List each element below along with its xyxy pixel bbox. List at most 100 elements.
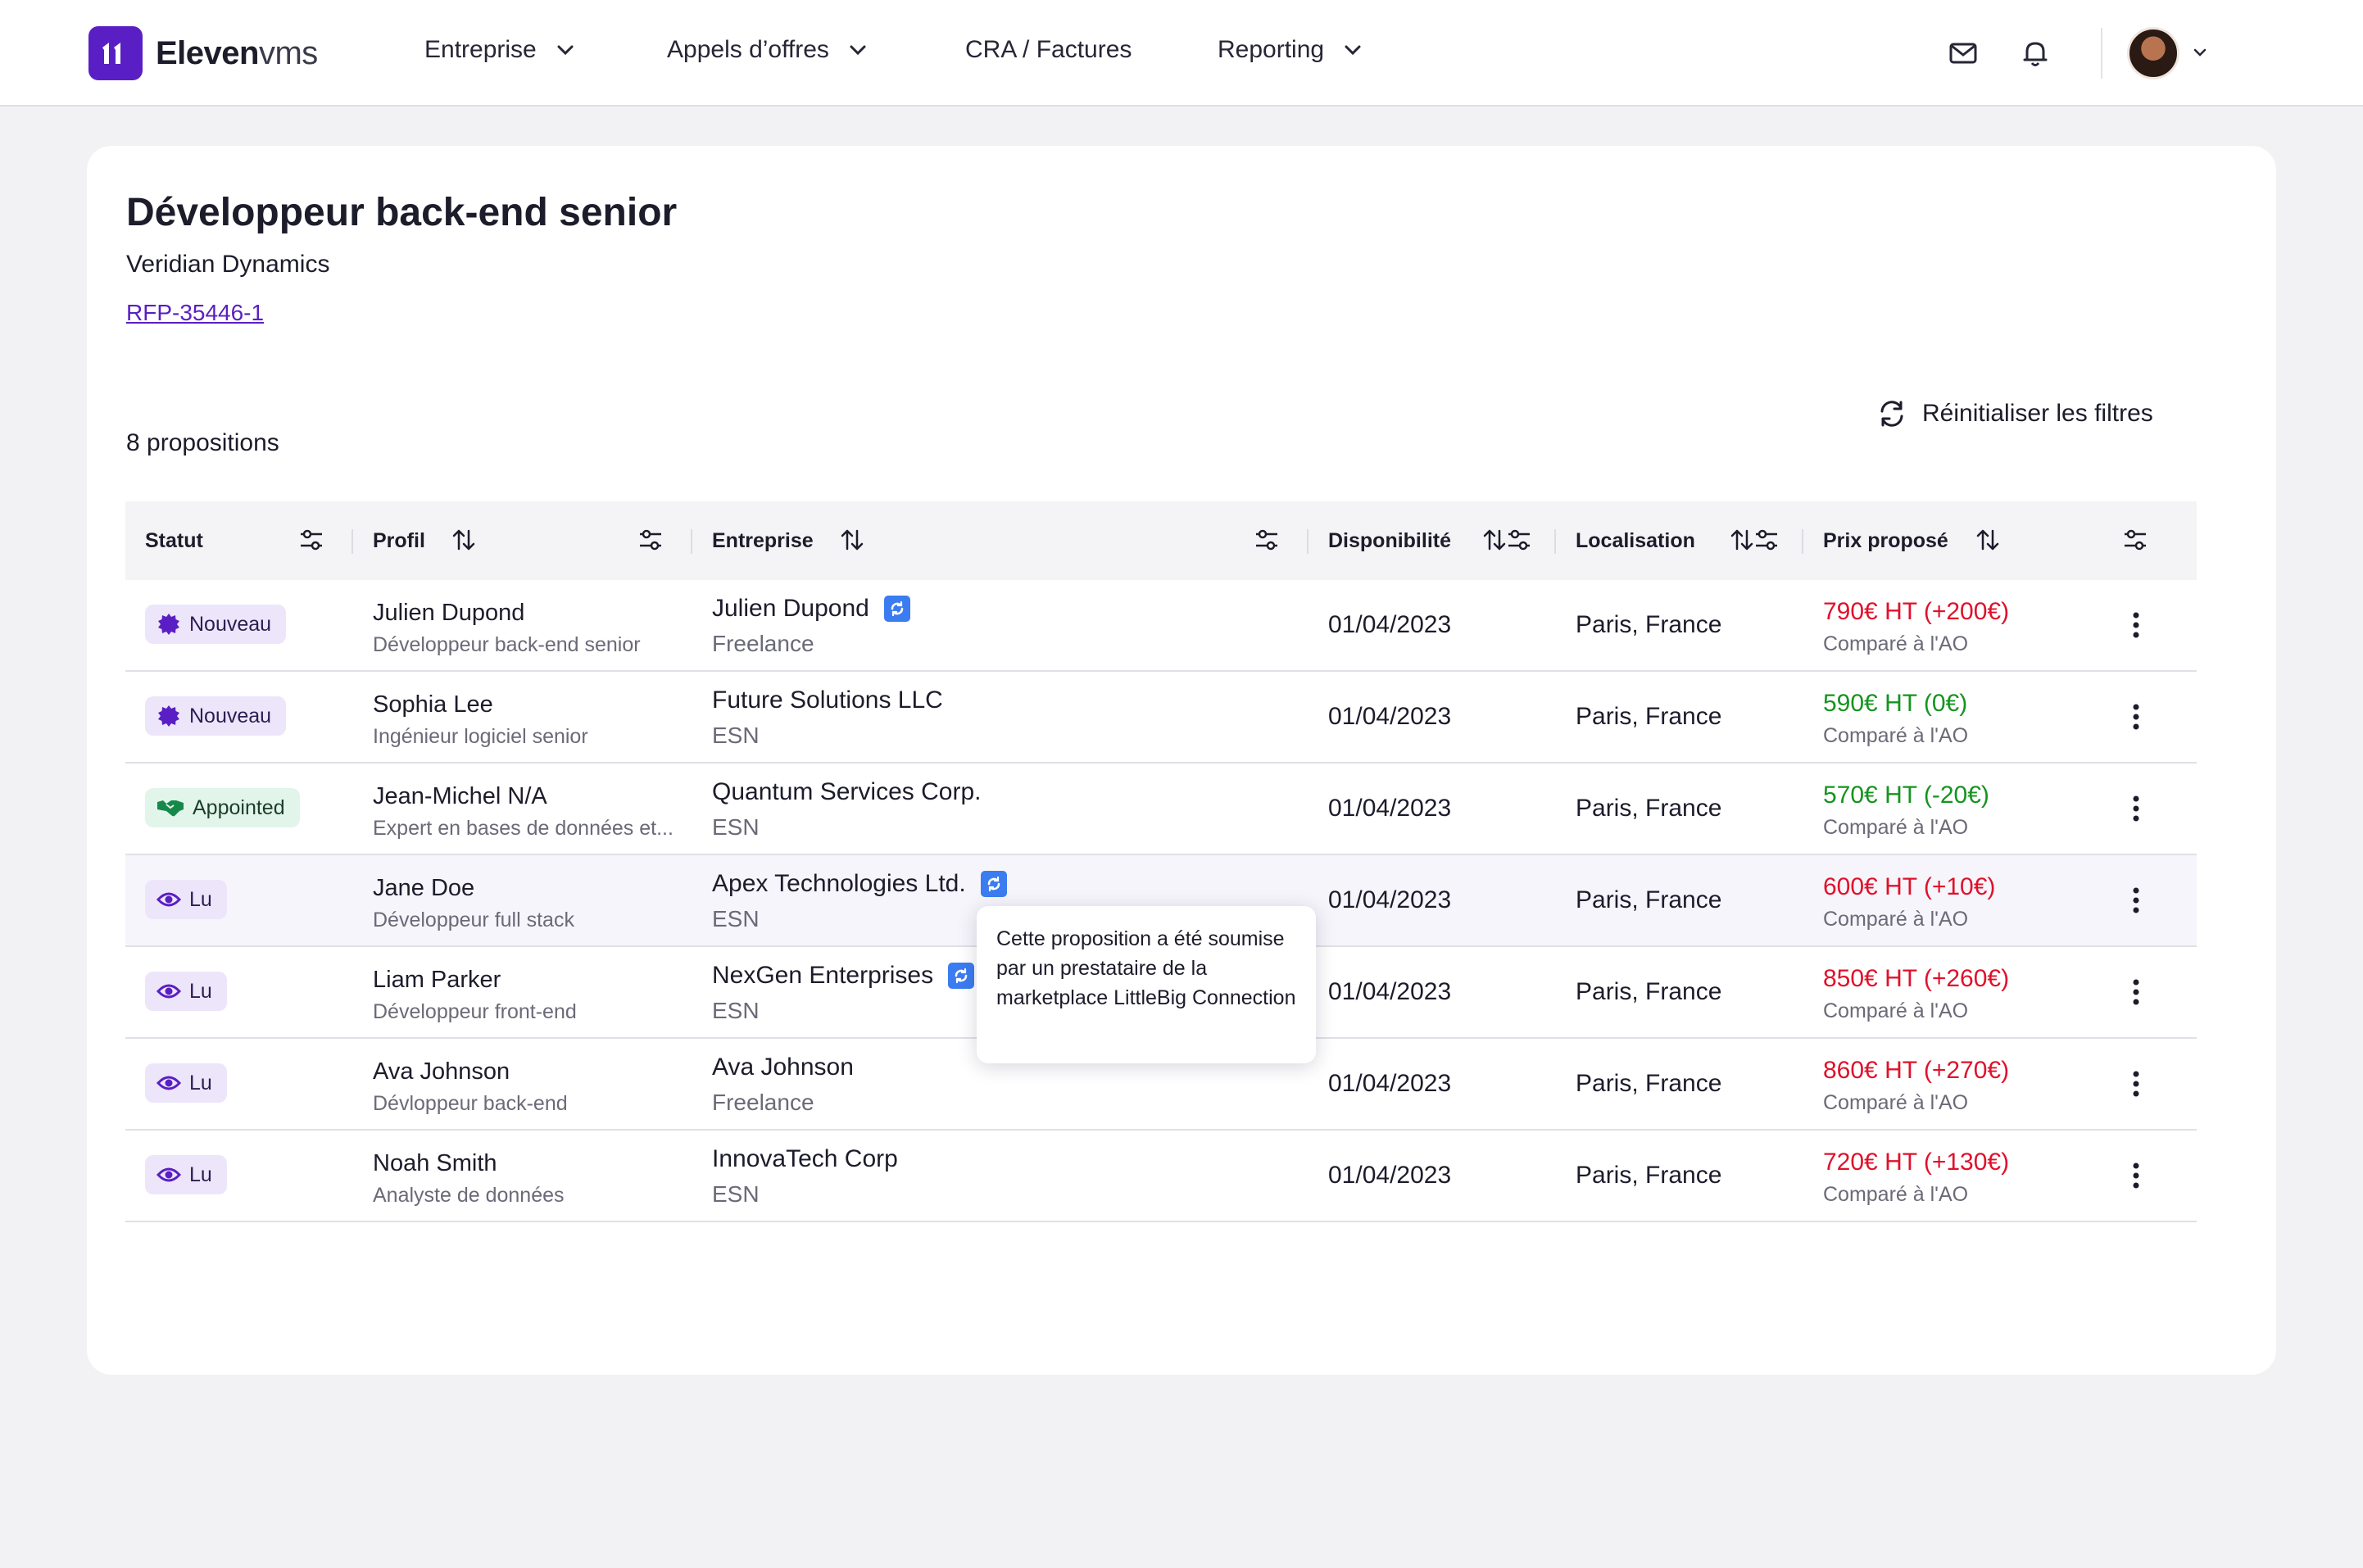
company-name: NexGen Enterprises [712,962,934,989]
bell-icon[interactable] [2021,37,2050,70]
column-divider [1554,529,1556,554]
table-row[interactable]: Lu Ava Johnson Dévloppeur back-end Ava John… [125,1039,2197,1131]
table-row[interactable]: Lu Jane Doe Développeur full stack Apex Tec… [125,855,2197,947]
proposed-price: 860€ HT (+270€) [1823,1057,2010,1084]
company-cell: Quantum Services Corp. ESN [712,778,981,841]
status-label: Lu [189,887,212,911]
column-divider [352,529,353,554]
more-actions-icon[interactable] [2131,978,2141,1006]
candidate-role: Développeur front-end [373,1000,577,1023]
more-actions-icon[interactable] [2131,611,2141,639]
sort-icon[interactable] [450,526,478,554]
candidate-name[interactable]: Sophia Lee [373,691,493,718]
table-row[interactable]: Lu Noah Smith Analyste de données InnovaTec… [125,1131,2197,1222]
chevron-down-icon [557,45,574,56]
price-comparison-label: Comparé à l'AO [1823,999,1969,1022]
filter-sliders-icon[interactable] [637,526,664,554]
candidate-name[interactable]: Liam Parker [373,967,501,993]
table-row[interactable]: Nouveau Julien Dupond Développeur back-end… [125,580,2197,672]
column-header-localisation: Localisation [1576,529,1695,552]
availability-date: 01/04/2023 [1328,795,1452,822]
proposed-price: 790€ HT (+200€) [1823,598,2010,625]
price-comparison-label: Comparé à l'AO [1823,816,1969,839]
column-divider [691,529,692,554]
sort-icon[interactable] [1974,526,2002,554]
more-actions-icon[interactable] [2131,703,2141,731]
location: Paris, France [1576,886,1722,913]
filter-sliders-icon[interactable] [1253,526,1281,554]
more-actions-icon[interactable] [2131,1162,2141,1190]
littlebig-marketplace-icon[interactable] [980,871,1007,897]
status-label: Nouveau [189,612,272,636]
nav-item-appels-offres[interactable]: Appels d’offres [667,36,867,64]
table-header: Statut Profil Entreprise Disponibilité L… [125,501,2197,580]
company-name: Apex Technologies Ltd. [712,870,966,897]
filter-sliders-icon[interactable] [2121,526,2149,554]
mail-icon[interactable] [1948,37,1978,70]
filter-sliders-icon[interactable] [1505,526,1533,554]
location: Paris, France [1576,1070,1722,1097]
candidate-role: Développeur full stack [373,909,574,931]
status-label: Lu [189,1162,212,1186]
candidate-name[interactable]: Julien Dupond [373,600,525,626]
company-name: Future Solutions LLC [712,687,943,714]
availability-date: 01/04/2023 [1328,886,1452,913]
new-burst-icon [158,614,179,635]
sort-icon[interactable] [1728,526,1756,554]
sort-icon[interactable] [1481,526,1508,554]
location: Paris, France [1576,978,1722,1005]
nav-item-label: Appels d’offres [667,36,829,63]
company-type: ESN [712,814,760,840]
table-row[interactable]: Appointed Jean-Michel N/A Expert en bases … [125,764,2197,855]
logo-text-light: vms [258,34,318,71]
location: Paris, France [1576,1162,1722,1189]
sort-icon[interactable] [838,526,866,554]
rfp-reference-link[interactable]: RFP-35446-1 [126,300,265,325]
refresh-icon [1880,401,1903,427]
littlebig-marketplace-icon[interactable] [948,963,975,989]
company-type: Freelance [712,631,814,656]
table-row[interactable]: Nouveau Sophia Lee Ingénieur logiciel seni… [125,672,2197,764]
more-actions-icon[interactable] [2131,1070,2141,1098]
filter-sliders-icon[interactable] [297,526,325,554]
candidate-role: Dévloppeur back-end [373,1092,568,1115]
price-comparison-label: Comparé à l'AO [1823,1183,1969,1206]
logo-mark-icon [88,26,143,80]
company-name: Quantum Services Corp. [712,778,982,805]
nav-item-reporting[interactable]: Reporting [1218,36,1362,64]
candidate-name[interactable]: Noah Smith [373,1150,497,1176]
status-badge: Lu [145,1063,227,1103]
company-type: ESN [712,998,760,1023]
avatar[interactable] [2127,27,2179,79]
nav-item-entreprise[interactable]: Entreprise [424,36,574,64]
price-comparison-label: Comparé à l'AO [1823,724,1969,747]
status-label: Lu [189,979,212,1003]
littlebig-marketplace-icon[interactable] [883,596,910,622]
filter-sliders-icon[interactable] [1753,526,1780,554]
availability-date: 01/04/2023 [1328,611,1452,638]
company-name: InnovaTech Corp [712,1145,898,1172]
company-cell: Julien Dupond Freelance [712,595,910,657]
candidate-name[interactable]: Jane Doe [373,875,475,901]
reset-filters-button[interactable]: Réinitialiser les filtres [1876,398,2153,429]
candidate-role: Ingénieur logiciel senior [373,725,588,748]
nav-item-cra-factures[interactable]: CRA / Factures [965,36,1132,64]
status-label: Lu [189,1071,212,1094]
candidate-name[interactable]: Jean-Michel N/A [373,783,547,809]
location: Paris, France [1576,795,1722,822]
chevron-down-icon[interactable] [2193,48,2207,57]
more-actions-icon[interactable] [2131,886,2141,914]
status-badge: Nouveau [145,696,287,736]
proposed-price: 570€ HT (-20€) [1823,782,1989,809]
company-name: Julien Dupond [712,595,869,622]
candidate-name[interactable]: Ava Johnson [373,1058,510,1085]
app-logo[interactable]: Elevenvms [88,26,318,80]
nav-item-label: CRA / Factures [965,36,1132,63]
handshake-icon [157,800,184,817]
profile-cell: Jane Doe Développeur full stack [373,875,684,932]
column-divider [1307,529,1308,554]
eye-icon [156,1076,181,1090]
price-cell: 720€ HT (+130€) Comparé à l'AO [1823,1149,2009,1207]
status-badge: Lu [145,972,227,1011]
more-actions-icon[interactable] [2131,795,2141,823]
